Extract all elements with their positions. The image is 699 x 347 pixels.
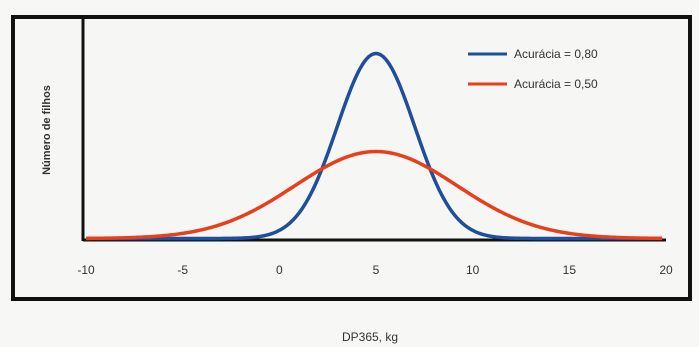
series-line-1 bbox=[86, 51, 663, 241]
x-tick-label: 15 bbox=[563, 263, 577, 277]
x-tick-label: 20 bbox=[659, 263, 673, 277]
x-tick-label: 10 bbox=[466, 263, 480, 277]
x-tick-label: 5 bbox=[373, 263, 380, 277]
chart-frame bbox=[11, 15, 692, 301]
legend-label-series-2: Acurácia = 0,50 bbox=[514, 77, 598, 91]
x-tick-label: -10 bbox=[77, 263, 95, 277]
y-axis-label: Número de filhos bbox=[41, 85, 53, 175]
x-tick-label: 0 bbox=[276, 263, 283, 277]
legend: Acurácia = 0,80 Acurácia = 0,50 bbox=[468, 47, 598, 91]
x-tick-labels: -10 -5 0 5 10 15 20 bbox=[77, 263, 673, 277]
series-curves bbox=[85, 51, 663, 241]
series-line-2 bbox=[85, 149, 663, 241]
legend-label-series-1: Acurácia = 0,80 bbox=[514, 47, 598, 61]
x-tick-label: -5 bbox=[177, 263, 188, 277]
x-axis-label: DP365, kg bbox=[342, 330, 398, 344]
